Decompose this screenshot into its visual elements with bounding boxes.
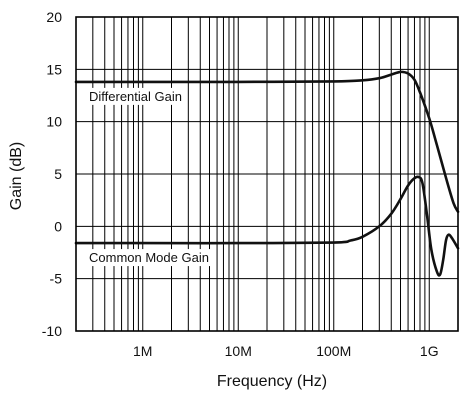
- series-curves: [74, 70, 460, 277]
- y-tick-label: 5: [54, 166, 62, 182]
- x-tick-labels: 1M 10M 100M 1G: [133, 343, 439, 359]
- x-tick-label: 1G: [420, 343, 439, 359]
- y-tick-labels: 20 15 10 5 0 -5 -10: [42, 9, 62, 339]
- series-label-background: [86, 249, 212, 267]
- y-tick-label: -10: [42, 323, 62, 339]
- grid: [76, 16, 458, 332]
- y-tick-label: 0: [54, 218, 62, 234]
- y-tick-label: 20: [46, 9, 62, 25]
- y-tick-label: -5: [50, 271, 63, 287]
- common-mode-gain-label: Common Mode Gain: [89, 250, 209, 265]
- x-tick-label: 100M: [316, 343, 351, 359]
- x-axis-title: Frequency (Hz): [217, 373, 327, 390]
- x-tick-label: 10M: [225, 343, 252, 359]
- y-tick-label: 10: [46, 114, 62, 130]
- y-tick-label: 15: [46, 61, 62, 77]
- plot-frame: [75, 16, 459, 332]
- y-axis-title: Gain (dB): [8, 142, 25, 210]
- differential-gain-label: Differential Gain: [89, 89, 182, 104]
- x-tick-label: 1M: [133, 343, 152, 359]
- common-mode-gain-curve: [74, 175, 460, 277]
- differential-gain-curve: [74, 70, 460, 213]
- series-labels: Differential Gain Common Mode Gain: [86, 87, 212, 267]
- series-label-background: [86, 87, 185, 105]
